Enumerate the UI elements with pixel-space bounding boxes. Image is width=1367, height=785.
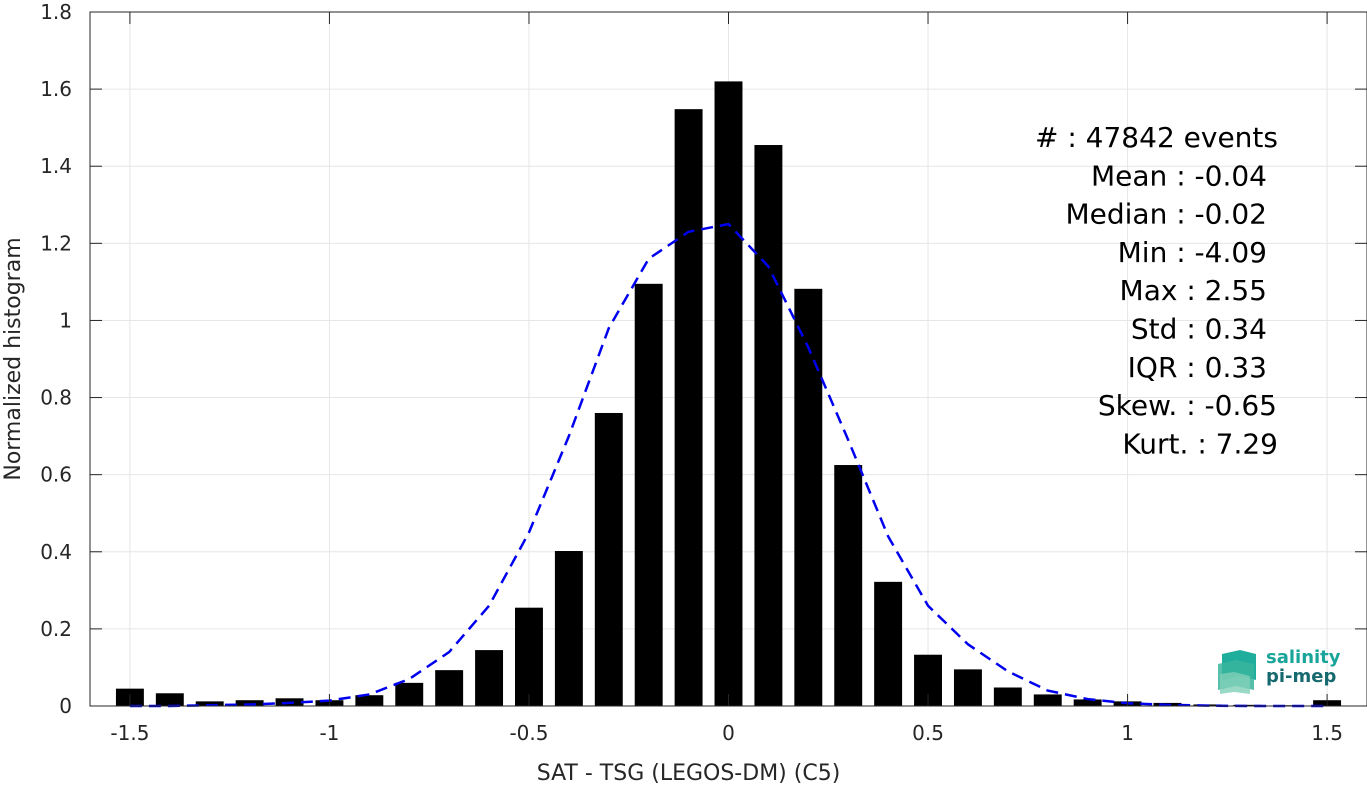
histogram-bar <box>235 700 264 706</box>
histogram-bar <box>395 682 424 706</box>
histogram-bar <box>754 145 783 706</box>
x-tick-label: 0 <box>722 721 735 745</box>
histogram-bar <box>714 81 743 706</box>
stat-line: Skew. : -0.65 <box>1098 389 1277 422</box>
stats-annotation: # : 47842 events Mean : -0.04 Median : -0.… <box>1035 121 1278 460</box>
histogram-bar <box>475 650 504 706</box>
bars <box>115 81 1342 706</box>
histogram-bar <box>195 701 224 706</box>
y-tick-labels: 0 0.2 0.4 0.6 0.8 1 1.2 1.4 1.6 1.8 <box>40 0 72 718</box>
histogram-bar <box>155 693 184 706</box>
y-tick-label: 0.4 <box>40 540 72 564</box>
histogram-bar <box>794 288 823 706</box>
histogram-bar <box>1033 694 1062 706</box>
y-axis-label: Normalized histogram <box>1 237 26 480</box>
histogram-bar <box>355 695 384 706</box>
stat-line: Median : -0.02 <box>1065 198 1267 231</box>
logo-text: salinity pi-mep <box>1266 648 1341 686</box>
y-tick-label: 0.2 <box>40 617 72 641</box>
y-tick-label: 1.2 <box>40 231 72 255</box>
stat-line: Max : 2.55 <box>1120 274 1267 307</box>
logo-line-1: salinity <box>1266 647 1341 668</box>
stat-line: Kurt. : 7.29 <box>1122 427 1278 460</box>
y-tick-label: 1.4 <box>40 154 72 178</box>
y-tick-label: 1.8 <box>40 0 72 24</box>
y-tick-label: 0 <box>59 694 72 718</box>
histogram-bar <box>554 551 583 706</box>
logo-line-2: pi-mep <box>1266 666 1337 687</box>
stat-line: Std : 0.34 <box>1131 313 1267 346</box>
y-tick-label: 0.6 <box>40 463 72 487</box>
x-tick-labels: -1.5 -1 -0.5 0 0.5 1 1.5 <box>110 721 1343 745</box>
histogram-bar <box>634 283 663 706</box>
x-tick-label: 0.5 <box>912 721 944 745</box>
histogram-bar <box>515 607 543 706</box>
stat-line: # : 47842 events <box>1035 121 1278 154</box>
salinity-pi-mep-logo-icon <box>1218 650 1256 694</box>
y-tick-label: 1 <box>59 308 72 332</box>
x-tick-label: -1 <box>319 721 339 745</box>
histogram-bar <box>993 687 1022 706</box>
histogram-bar <box>1233 704 1262 706</box>
histogram-bar <box>1073 699 1102 706</box>
y-tick-label: 0.8 <box>40 386 72 410</box>
y-tick-label: 1.6 <box>40 77 72 101</box>
histogram-bar <box>594 412 623 706</box>
stat-line: IQR : 0.33 <box>1128 351 1267 384</box>
x-tick-label: -1.5 <box>110 721 149 745</box>
x-axis-label: SAT - TSG (LEGOS-DM) (C5) <box>537 761 841 785</box>
histogram-bar <box>435 670 464 706</box>
x-tick-label: 1.5 <box>1311 721 1343 745</box>
histogram-bar <box>953 669 982 706</box>
histogram-bar <box>874 581 903 706</box>
stat-line: Min : -4.09 <box>1118 236 1267 269</box>
x-tick-label: 1 <box>1121 721 1134 745</box>
histogram-bar <box>674 109 703 706</box>
stat-line: Mean : -0.04 <box>1091 159 1267 192</box>
x-tick-label: -0.5 <box>509 721 548 745</box>
axes <box>89 11 1367 707</box>
histogram-bar <box>834 465 863 706</box>
